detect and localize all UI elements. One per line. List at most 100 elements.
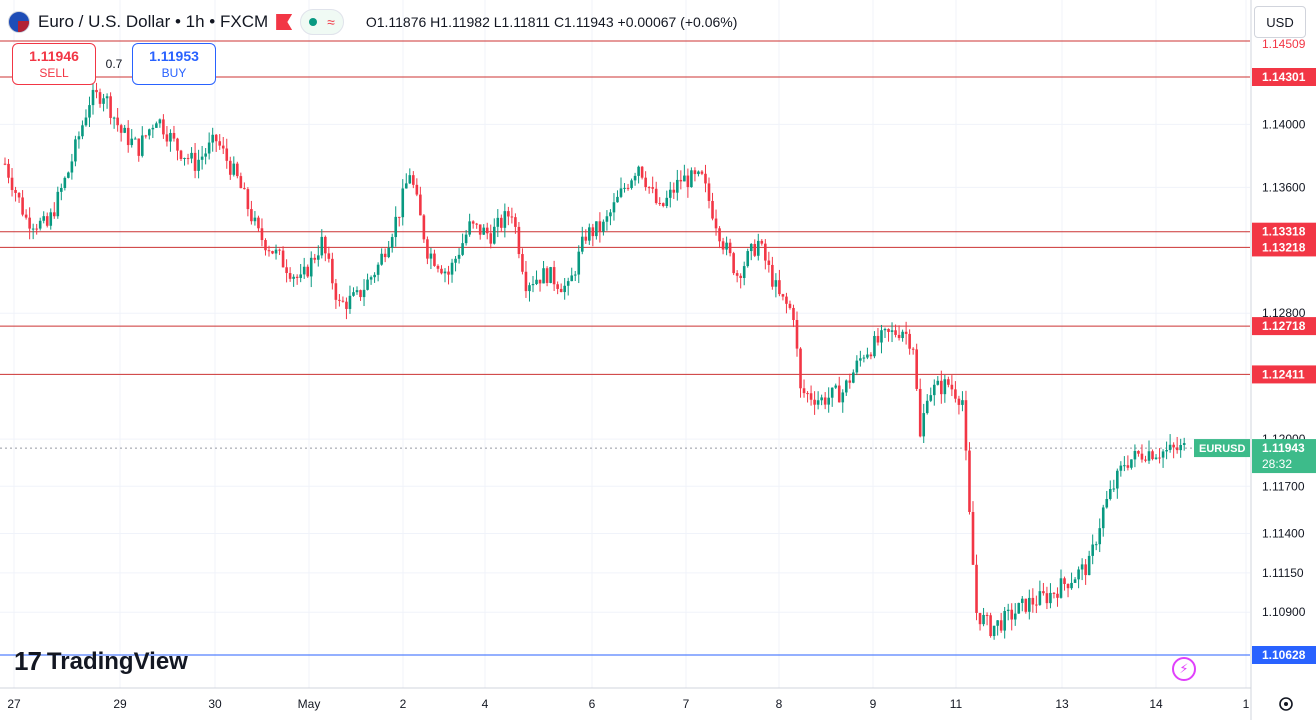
candle-up: [102, 98, 105, 104]
candle-up: [1147, 451, 1151, 461]
candle-up: [63, 177, 67, 188]
candle-down: [767, 260, 771, 265]
candle-down: [383, 253, 387, 258]
candle-down: [788, 303, 792, 308]
candle-down: [732, 253, 735, 274]
candle-down: [721, 241, 725, 250]
candle-down: [98, 92, 102, 104]
market-status-pill[interactable]: ≈: [300, 9, 344, 35]
candle-up: [1038, 591, 1042, 605]
candle-up: [482, 227, 486, 235]
candle-down: [781, 294, 785, 297]
candle-up: [1168, 444, 1172, 450]
candle-down: [1137, 450, 1140, 454]
candle-down: [806, 393, 809, 395]
candle-down: [876, 335, 880, 343]
candle-down: [1126, 465, 1130, 468]
candle-down: [517, 226, 521, 255]
candle-up: [756, 240, 760, 256]
x-tick-label: 2: [400, 697, 407, 711]
lightning-icon[interactable]: ⚡: [1172, 657, 1196, 681]
candle-down: [345, 301, 348, 309]
candle-up: [1091, 544, 1094, 556]
currency-selector[interactable]: USD: [1254, 6, 1306, 38]
candle-up: [890, 330, 894, 332]
ohlc-readout: O1.11876 H1.11982 L1.11811 C1.11943 +0.0…: [365, 14, 738, 30]
candle-down: [436, 265, 440, 269]
candle-down: [489, 233, 493, 244]
candle-up: [816, 400, 820, 405]
candle-up: [496, 217, 500, 227]
candle-up: [612, 202, 616, 213]
sell-button[interactable]: 1.11946 SELL: [12, 43, 96, 85]
candle-down: [911, 348, 915, 350]
y-tick-label: 1.13600: [1262, 180, 1306, 194]
level-badge: [1252, 365, 1316, 384]
candle-up: [1182, 443, 1186, 445]
candle-down: [704, 173, 707, 184]
candle-down: [711, 200, 714, 219]
level-label: 1.13218: [1262, 240, 1306, 254]
symbol-title[interactable]: Euro / U.S. Dollar • 1h • FXCM: [38, 12, 269, 31]
y-tick-label: 1.14000: [1262, 117, 1306, 131]
candle-down: [165, 134, 169, 142]
candle-up: [158, 119, 162, 124]
candle-down: [552, 267, 556, 285]
y-tick-label: 1.11400: [1262, 527, 1305, 541]
candle-up: [148, 129, 151, 136]
candle-up: [996, 620, 999, 626]
x-tick-label: 6: [589, 697, 596, 711]
trade-panel: 1.11946 SELL 0.7 1.11953 BUY: [12, 43, 216, 85]
candle-down: [126, 127, 130, 146]
candle-down: [940, 380, 943, 395]
candle-down: [887, 328, 890, 332]
candle-up: [468, 221, 471, 235]
candle-down: [440, 268, 443, 274]
candle-down: [1042, 591, 1045, 594]
candle-up: [81, 125, 84, 137]
candle-down: [485, 227, 489, 234]
candle-down: [1045, 593, 1049, 604]
candle-down: [968, 450, 971, 512]
candle-up: [1087, 555, 1091, 576]
candle-down: [538, 279, 542, 284]
candle-down: [257, 217, 260, 229]
candle-down: [809, 393, 813, 400]
candle-up: [609, 212, 612, 217]
candle-down: [1140, 453, 1144, 460]
candle-down: [331, 258, 334, 284]
candle-up: [690, 170, 693, 188]
x-tick-label: 9: [870, 697, 877, 711]
candle-down: [327, 253, 331, 259]
candle-down: [193, 152, 197, 171]
candle-up: [566, 281, 570, 286]
candle-up: [366, 279, 369, 290]
candle-up: [943, 379, 947, 395]
candle-up: [1112, 488, 1116, 490]
gear-icon[interactable]: [1279, 697, 1293, 711]
candle-up: [355, 290, 359, 293]
candle-up: [112, 117, 116, 119]
buy-button[interactable]: 1.11953 BUY: [132, 43, 216, 85]
candle-down: [228, 160, 232, 175]
candle-down: [647, 187, 651, 189]
candle-down: [109, 96, 112, 118]
candle-down: [475, 223, 478, 225]
red-flag-icon[interactable]: [276, 14, 293, 30]
candle-down: [700, 171, 704, 174]
candle-up: [1017, 602, 1021, 614]
candle-up: [542, 268, 545, 284]
tradingview-logo[interactable]: 17 TradingView: [14, 646, 188, 677]
candle-up: [492, 226, 496, 244]
candle-up: [133, 138, 137, 140]
candle-up: [595, 221, 598, 237]
candle-down: [162, 119, 165, 135]
candle-up: [844, 380, 848, 393]
candle-down: [35, 228, 38, 230]
candle-down: [904, 331, 908, 334]
candle-up: [232, 163, 236, 175]
candle-down: [971, 511, 975, 565]
tv-mark: 17: [14, 646, 42, 676]
